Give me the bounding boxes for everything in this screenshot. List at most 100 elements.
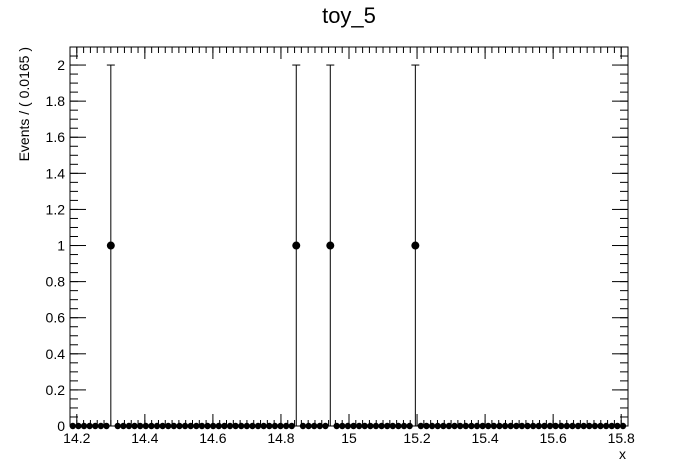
zero-bin-point <box>423 422 430 430</box>
zero-bin-point <box>120 422 127 430</box>
y-tick-label: 1 <box>57 238 65 254</box>
y-tick-label: 1.4 <box>46 165 66 181</box>
zero-bin-point <box>226 422 234 430</box>
zero-bin-point <box>355 422 363 430</box>
y-tick-label: 1.6 <box>46 129 66 145</box>
zero-bin-point <box>552 422 559 430</box>
zero-bin-point <box>451 422 458 430</box>
zero-bin-point <box>350 422 357 430</box>
zero-bin-point <box>282 422 290 430</box>
y-tick-label: 1.8 <box>46 93 66 109</box>
zero-bin-point <box>339 422 346 430</box>
zero-bin-point <box>417 422 425 430</box>
y-tick-label: 0.8 <box>46 274 66 290</box>
zero-bin-point <box>479 422 486 430</box>
y-tick-label: 0.6 <box>46 310 66 326</box>
zero-bin-point <box>209 422 217 430</box>
zero-bin-point <box>513 422 520 430</box>
x-tick-label: 14.2 <box>63 430 90 446</box>
data-point <box>106 241 115 250</box>
data-point <box>292 241 301 250</box>
zero-bin-point <box>462 422 469 430</box>
zero-bin-point <box>142 422 149 430</box>
data-point <box>326 241 335 250</box>
zero-bin-point <box>602 422 610 430</box>
y-tick-label: 1.2 <box>46 201 66 217</box>
zero-bin-point <box>86 422 93 430</box>
x-tick-labels: 14.2 14.4 14.6 14.8 15 15.2 15.4 15.6 15.8 <box>63 430 635 446</box>
zero-bin-point <box>608 422 615 430</box>
zero-bin-point <box>524 422 531 430</box>
zero-bin-point <box>181 422 189 430</box>
zero-bin-point <box>529 422 537 430</box>
zero-bin-point <box>496 422 503 430</box>
zero-bin-point <box>389 422 397 430</box>
zero-bin-point <box>165 422 172 430</box>
zero-bin-point <box>619 422 627 430</box>
x-tick-label: 15 <box>341 430 357 446</box>
zero-bin-point <box>395 422 402 430</box>
zero-bin-point <box>456 422 464 430</box>
zero-bin-point <box>215 422 222 430</box>
zero-bin-point <box>468 422 475 430</box>
y-tick-labels: 0 0.2 0.4 0.6 0.8 1 1.2 1.4 1.6 1.8 2 <box>46 57 66 434</box>
zero-bin-point <box>440 422 447 430</box>
zero-bin-point <box>383 422 391 430</box>
y-tick-label: 0.2 <box>46 382 66 398</box>
zero-bin-point <box>148 422 155 430</box>
zero-bin-point <box>490 422 498 430</box>
zero-bin-point <box>204 422 211 430</box>
zero-bin-point <box>316 422 324 430</box>
zero-bin-point <box>378 422 385 430</box>
zero-bin-point <box>563 422 571 430</box>
zero-bin-point <box>75 422 82 430</box>
zero-bin-point <box>535 422 542 430</box>
zero-bin-point <box>176 422 183 430</box>
zero-bin-point <box>198 422 206 430</box>
zero-bin-point <box>344 422 352 430</box>
zero-bin-point <box>136 422 144 430</box>
zero-bin-point <box>97 422 105 430</box>
x-tick-label: 15.2 <box>403 430 430 446</box>
zero-bin-point <box>473 422 481 430</box>
zero-bin-point <box>518 422 526 430</box>
zero-bin-point <box>288 422 295 430</box>
zero-bin-point <box>546 422 554 430</box>
zero-bin-point <box>445 422 453 430</box>
zero-bin-point <box>243 422 251 430</box>
zero-bin-point <box>114 422 121 430</box>
zero-bin-point <box>266 422 273 430</box>
error-bars <box>70 64 626 427</box>
zero-bin-point <box>187 422 194 430</box>
y-axis-label: Events / ( 0.0165 ) <box>16 47 32 161</box>
zero-bin-point <box>305 422 312 430</box>
x-tick-label: 15.6 <box>540 430 567 446</box>
zero-bin-point <box>558 422 565 430</box>
zero-bin-point <box>271 422 279 430</box>
plot-frame <box>69 46 629 427</box>
zero-bin-point <box>541 422 548 430</box>
x-tick-label: 14.4 <box>131 430 158 446</box>
y-tick-label: 0 <box>57 418 65 434</box>
zero-bin-point <box>580 422 587 430</box>
zero-bin-point <box>574 422 582 430</box>
zero-bin-point <box>277 422 284 430</box>
axis-ticks <box>69 46 629 427</box>
zero-bin-point <box>260 422 267 430</box>
zero-bin-point <box>92 422 99 430</box>
zero-bin-point <box>591 422 599 430</box>
zero-bin-point <box>221 422 228 430</box>
x-axis-label: x <box>619 446 626 462</box>
zero-bin-point <box>372 422 380 430</box>
x-tick-label: 14.8 <box>267 430 294 446</box>
zero-bin-point <box>507 422 514 430</box>
zero-bin-point <box>299 422 307 430</box>
zero-bin-point <box>434 422 441 430</box>
zero-bin-point <box>249 422 256 430</box>
zero-bin-point <box>322 422 329 430</box>
zero-bin-point <box>333 422 340 430</box>
zero-bin-point <box>159 422 166 430</box>
zero-bin-point <box>170 422 178 430</box>
zero-bin-point <box>597 422 604 430</box>
